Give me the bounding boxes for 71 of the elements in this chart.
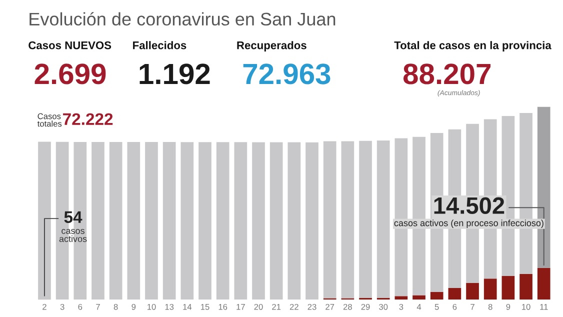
text: Casos NUEVOS xyxy=(28,41,112,50)
x-tick-label: 15 xyxy=(200,304,210,310)
x-tick-label: 11 xyxy=(540,304,548,310)
x-tick-label: 5 xyxy=(434,304,439,310)
x-tick-label: 3 xyxy=(60,304,64,310)
bar xyxy=(376,140,390,298)
x-tick-label: 9 xyxy=(132,304,136,310)
text: 1.192 xyxy=(140,64,210,84)
bar xyxy=(216,142,230,300)
bar xyxy=(198,142,212,300)
data-label: 54 xyxy=(64,211,82,224)
bar xyxy=(234,142,248,300)
x-tick-label: 23 xyxy=(308,304,316,310)
x-tick-label: 21 xyxy=(272,304,281,310)
text: Recuperados xyxy=(237,41,306,52)
x-tick-label: 10 xyxy=(147,304,156,310)
bar xyxy=(323,141,336,298)
bar xyxy=(359,140,372,298)
chart-title: Evolución de coronavirus en San Juan xyxy=(30,12,336,26)
annotation: casos activos xyxy=(59,228,87,242)
x-tick-label: 17 xyxy=(236,304,245,310)
text: Fallecidos xyxy=(133,41,186,50)
text: 88.207 xyxy=(403,64,490,84)
text: 2.699 xyxy=(34,64,106,84)
x-tick-label: 14 xyxy=(183,304,192,310)
bar xyxy=(127,142,140,300)
x-tick-label: 8 xyxy=(114,304,118,310)
bar xyxy=(520,274,532,300)
bar xyxy=(92,142,104,300)
total-label: 72.222 xyxy=(63,113,113,125)
x-tick-label: 16 xyxy=(218,304,228,310)
x-tick-label: 9 xyxy=(506,304,510,310)
bar xyxy=(109,142,122,300)
bar xyxy=(412,295,426,300)
x-tick-label: 3 xyxy=(399,304,404,310)
bar xyxy=(180,142,194,300)
x-tick-label: 8 xyxy=(488,304,492,310)
bar xyxy=(288,142,301,300)
x-tick-label: 20 xyxy=(254,304,263,310)
x-tick-label: 7 xyxy=(96,304,100,310)
bar xyxy=(466,282,479,300)
x-tick-label: 27 xyxy=(326,304,334,310)
x-tick-label: 6 xyxy=(452,304,457,310)
x-tick-label: 6 xyxy=(78,304,82,310)
bar xyxy=(270,142,283,300)
bar xyxy=(341,141,354,298)
bar xyxy=(162,142,176,300)
x-tick-label: 13 xyxy=(165,304,174,310)
text: Total de casos en la provincia xyxy=(394,41,552,52)
bar xyxy=(484,278,497,300)
x-tick-label: 22 xyxy=(290,304,298,310)
bar xyxy=(430,292,444,300)
bar xyxy=(448,288,462,300)
x-tick-label: 30 xyxy=(379,304,388,310)
data-label: 14.502 xyxy=(434,197,504,214)
text: 72.963 xyxy=(243,64,330,84)
x-tick-label: 10 xyxy=(522,304,530,310)
bar xyxy=(252,142,265,300)
x-tick-label: 2 xyxy=(42,304,46,310)
bar xyxy=(502,276,515,300)
bar xyxy=(145,142,158,300)
bar xyxy=(537,268,550,300)
annotation: casos activos (en proceso infeccioso) xyxy=(394,220,544,228)
x-tick-label: 29 xyxy=(361,304,370,310)
bar xyxy=(306,142,318,300)
x-tick-label: 28 xyxy=(343,304,352,310)
x-tick-label: 4 xyxy=(416,304,422,310)
bar xyxy=(394,296,408,300)
bar xyxy=(38,142,51,300)
x-tick-label: 7 xyxy=(470,304,474,310)
annotation: Casos totales xyxy=(37,113,62,127)
